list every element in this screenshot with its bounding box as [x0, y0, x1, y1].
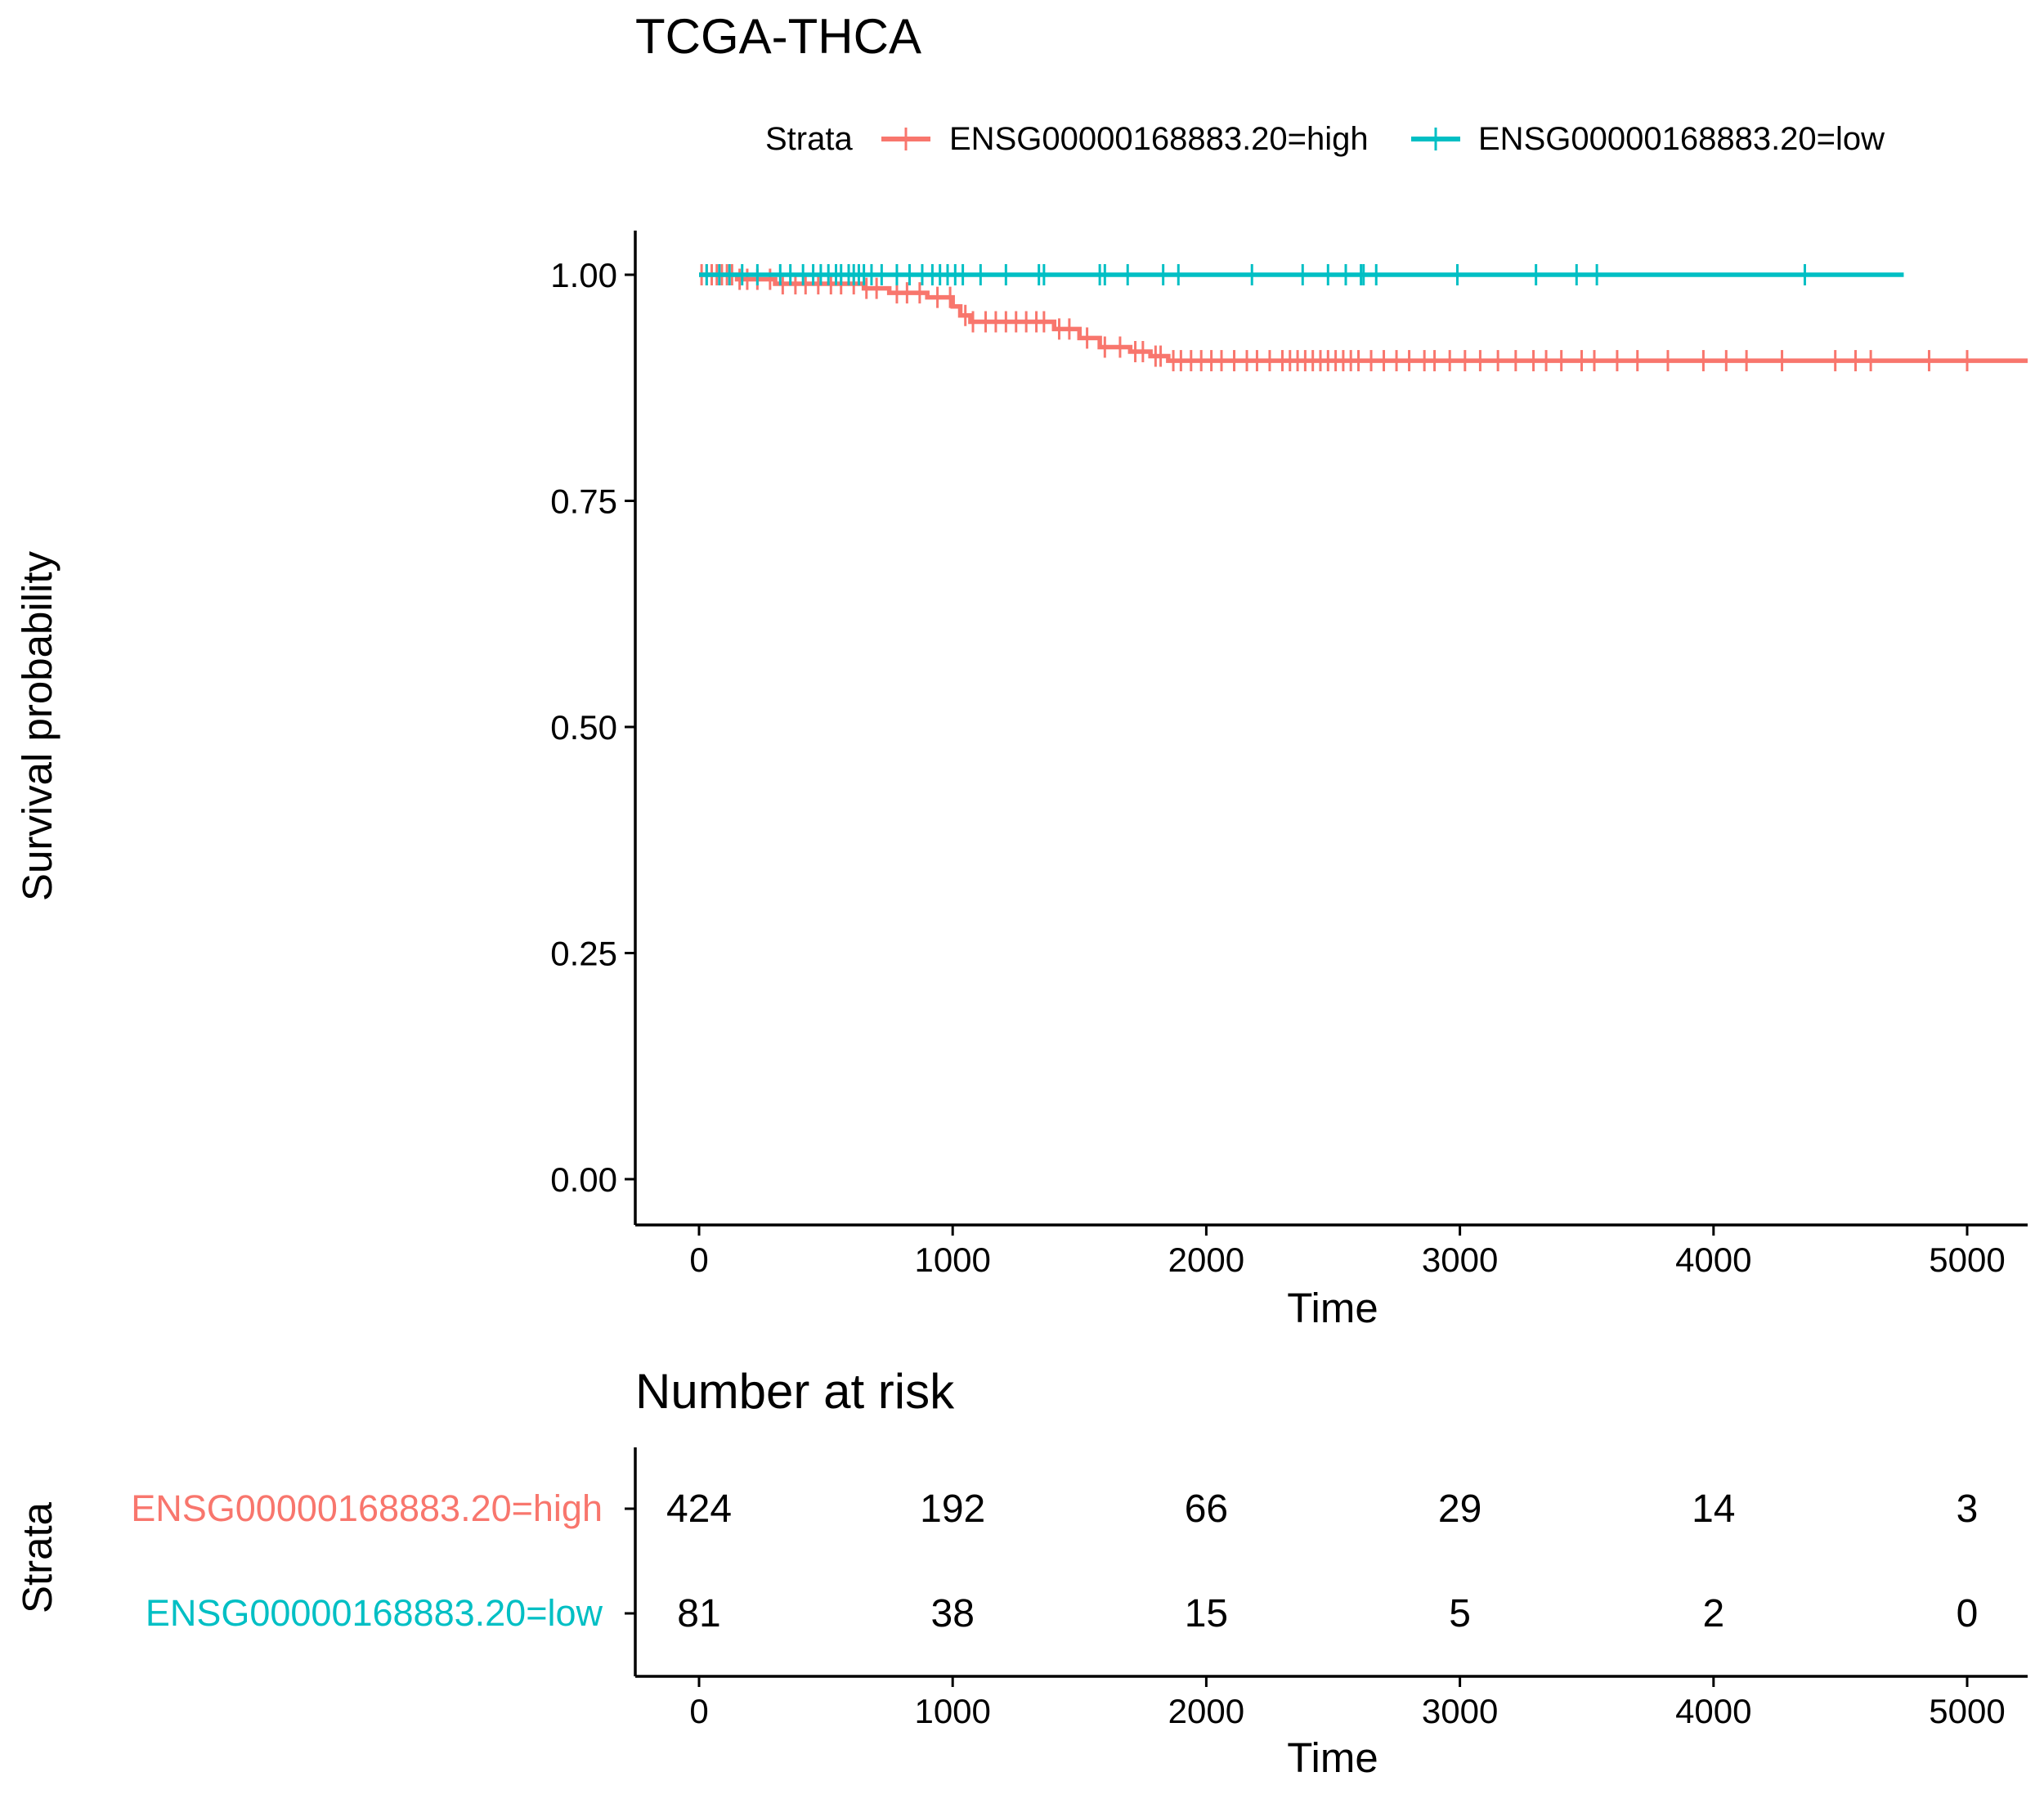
chart-title: TCGA-THCA: [635, 9, 921, 64]
x-tick-label: 1000: [914, 1240, 990, 1279]
y-axis-label: Survival probability: [14, 550, 61, 901]
risk-count: 5: [1449, 1592, 1471, 1635]
legend-title: Strata: [765, 121, 853, 157]
risk-x-tick-label: 1000: [914, 1692, 990, 1730]
legend-label-low: ENSG00000168883.20=low: [1478, 121, 1885, 157]
risk-count: 424: [666, 1487, 732, 1531]
y-tick-label: 1.00: [550, 256, 617, 294]
legend: Strata ENSG00000168883.20=high ENSG00000…: [765, 121, 1885, 157]
x-tick-label: 5000: [1929, 1240, 2005, 1279]
risk-count: 15: [1185, 1592, 1228, 1635]
y-tick-label: 0.00: [550, 1160, 617, 1199]
risk-count: 3: [1957, 1487, 1979, 1531]
y-tick-label: 0.25: [550, 935, 617, 973]
survival-curve-high: [699, 272, 2028, 363]
x-tick-label: 0: [689, 1240, 708, 1279]
x-tick-label: 2000: [1168, 1240, 1244, 1279]
risk-table-area: ENSG00000168883.20=high 424 192 66 29 14 3 ENSG…: [131, 1447, 2028, 1730]
y-tick-label: 0.75: [550, 482, 617, 521]
risk-x-tick-label: 5000: [1929, 1692, 2005, 1730]
legend-key-low: [1411, 128, 1460, 150]
risk-x-tick-label: 2000: [1168, 1692, 1244, 1730]
risk-x-tick-label: 4000: [1675, 1692, 1751, 1730]
y-tick-label: 0.50: [550, 708, 617, 747]
risk-count: 0: [1957, 1592, 1979, 1635]
risk-table-title: Number at risk: [635, 1364, 955, 1419]
risk-table-y-label: Strata: [14, 1501, 61, 1613]
risk-x-tick-label: 3000: [1422, 1692, 1498, 1730]
risk-row-label: ENSG00000168883.20=low: [146, 1592, 603, 1634]
legend-label-high: ENSG00000168883.20=high: [949, 121, 1369, 157]
x-axis-label: Time: [1287, 1285, 1378, 1331]
risk-row-label: ENSG00000168883.20=high: [131, 1487, 603, 1529]
risk-count: 14: [1692, 1487, 1735, 1531]
risk-count: 192: [920, 1487, 985, 1531]
legend-key-high: [881, 128, 930, 150]
risk-count: 81: [677, 1592, 720, 1635]
x-tick-label: 3000: [1422, 1240, 1498, 1279]
risk-table-x-axis-label: Time: [1287, 1734, 1378, 1781]
risk-count: 29: [1438, 1487, 1481, 1531]
km-plot-area: 0.00 0.25 0.50 0.75 1.00 0 1000 2000 3000 4000 500…: [550, 231, 2028, 1279]
risk-count: 38: [931, 1592, 975, 1635]
risk-count: 2: [1702, 1592, 1724, 1635]
x-tick-label: 4000: [1675, 1240, 1751, 1279]
risk-count: 66: [1185, 1487, 1228, 1531]
risk-x-tick-label: 0: [689, 1692, 708, 1730]
